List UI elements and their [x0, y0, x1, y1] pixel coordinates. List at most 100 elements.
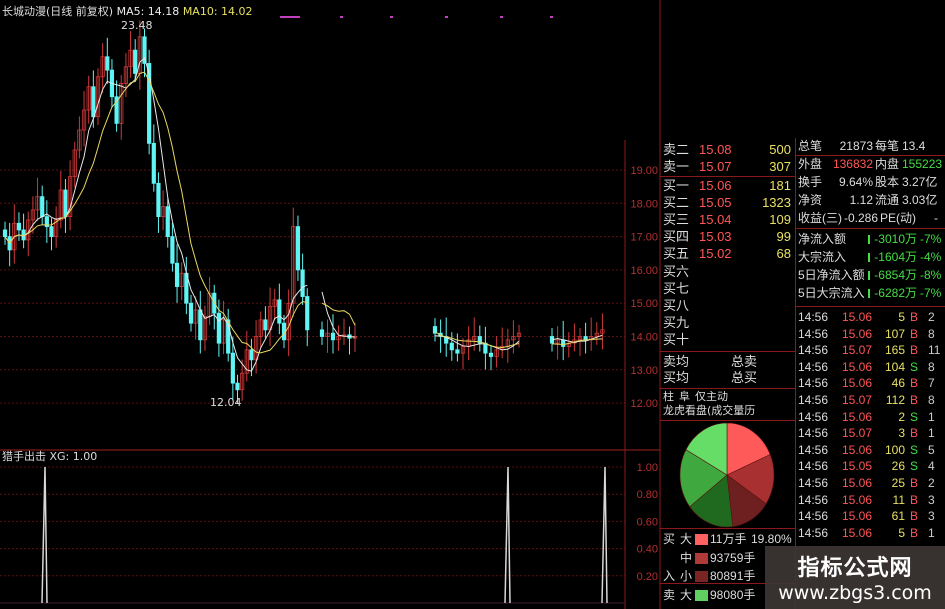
- flow-tab[interactable]: 柱: [663, 390, 674, 403]
- candle-body: [114, 96, 119, 124]
- bid-row: 买四 15.03 99: [663, 230, 793, 244]
- flow-swatch: [695, 552, 708, 564]
- watermark: 指标公式网 www.zbgs3.com: [765, 546, 945, 609]
- candle-body: [291, 226, 296, 304]
- tick-row: 14:56 15.06 104 S 8: [798, 360, 945, 375]
- tick-price: 15.06: [842, 492, 873, 507]
- tick-side: B: [910, 376, 919, 391]
- candle-body: [249, 349, 254, 361]
- stat-key: 股本: [875, 175, 900, 189]
- candle-body: [72, 149, 77, 178]
- level-label: 买一: [663, 178, 690, 193]
- stat-value: 155223: [902, 157, 943, 171]
- candle-body: [226, 319, 231, 354]
- tick-side: B: [910, 525, 919, 540]
- stat-key: PE(动): [880, 211, 917, 225]
- tick-side: B: [910, 509, 919, 524]
- indicator-tick-label: 0.40: [637, 544, 658, 556]
- stat-key: 内盘: [875, 157, 900, 171]
- pie-slice: [685, 422, 728, 476]
- candle-body: [494, 349, 499, 357]
- tick-time: 14:56: [798, 393, 829, 407]
- flow-tab[interactable]: 龙虎看盘(成交量历: [663, 404, 756, 417]
- candle-body: [253, 336, 259, 361]
- tick-count: 1: [928, 525, 935, 540]
- candle-body: [133, 49, 138, 74]
- tick-volume: 5: [898, 525, 905, 540]
- level-label: 买三: [663, 212, 690, 228]
- candle-body: [477, 336, 482, 344]
- pie-slice: [679, 449, 728, 508]
- candle-body: [30, 209, 36, 221]
- flow-side: 入: [663, 569, 676, 583]
- price-tick-label: 19.00: [630, 165, 658, 177]
- flow-tab[interactable]: 仅主动: [695, 390, 728, 403]
- tick-side: B: [910, 492, 919, 507]
- flow-amount: -6854万: [874, 268, 917, 282]
- candle-body: [2, 229, 8, 238]
- candle-body: [221, 319, 226, 344]
- stat-value: 1.12: [849, 193, 873, 207]
- flow-label: 5日大宗流入: [798, 286, 865, 300]
- candle-body: [488, 352, 494, 357]
- stat-row: 净资 1.12 流通 3.03亿: [798, 193, 945, 208]
- flow-value: 11万手: [710, 532, 747, 546]
- ma5-line: [551, 334, 603, 344]
- candle-body: [119, 83, 124, 124]
- level-label: 卖一: [663, 159, 690, 174]
- flow-value: 98080手: [710, 587, 756, 602]
- level-label: 买十: [663, 331, 690, 347]
- tick-row: 14:56 15.06 61 B 3: [798, 509, 945, 524]
- ma10-line: [434, 331, 520, 348]
- flow-label: 5日净流入额: [798, 268, 865, 282]
- total-label: 总买: [731, 370, 758, 385]
- level-volume: 1323: [762, 195, 791, 211]
- candle-body: [123, 66, 128, 84]
- candle-body: [240, 372, 245, 391]
- tick-count: 5: [928, 442, 935, 457]
- tick-volume: 46: [891, 376, 905, 391]
- tick-time: 14:56: [798, 409, 829, 424]
- tick-count: 2: [928, 476, 935, 490]
- tick-time: 14:56: [798, 525, 829, 540]
- bid-row: 买八: [663, 298, 793, 313]
- flow-pct: -7%: [920, 286, 942, 300]
- candle-body: [165, 206, 170, 238]
- tick-time: 14:56: [798, 492, 829, 507]
- tick-row: 14:56 15.07 3 B 1: [798, 426, 945, 441]
- candle-body: [212, 292, 217, 314]
- bid-row: 买十: [663, 331, 793, 347]
- candle-body: [511, 336, 516, 341]
- ma5-line: [435, 335, 520, 351]
- watermark-url: www.zbgs3.com: [778, 582, 932, 604]
- indicator-tick-label: 0.60: [637, 516, 658, 528]
- tick-side: B: [910, 393, 919, 407]
- level-label: 买四: [663, 229, 690, 245]
- tick-volume: 3: [898, 426, 905, 441]
- stat-key: 换手: [798, 175, 823, 189]
- price-tick-label: 14.00: [630, 332, 658, 344]
- stat-value: 3.27亿: [902, 175, 938, 189]
- candle-body: [77, 129, 82, 151]
- signal-marker: [445, 16, 448, 18]
- average-row: 买均 总买: [663, 371, 793, 385]
- tick-side: B: [910, 310, 919, 324]
- ask-row: 卖二 15.08 500: [663, 143, 793, 157]
- tick-count: 1: [928, 409, 935, 424]
- tick-count: 7: [928, 376, 935, 391]
- tick-price: 15.07: [842, 343, 873, 358]
- candle-body: [81, 109, 87, 131]
- flow-amount: -6282万: [874, 286, 917, 300]
- tick-time: 14:56: [798, 343, 829, 358]
- flow-legend-row: 买大 11万手 19.80%: [663, 532, 795, 547]
- flow-pct: 19.80%: [751, 532, 792, 546]
- level-price: 15.05: [699, 195, 732, 211]
- candle-body: [202, 316, 208, 341]
- flow-tab[interactable]: 阜: [679, 390, 690, 403]
- tick-volume: 11: [892, 492, 905, 507]
- tick-time: 14:56: [798, 509, 829, 524]
- tick-count: 1: [928, 426, 935, 441]
- flow-size: 大: [680, 532, 693, 546]
- candle-body: [100, 56, 105, 78]
